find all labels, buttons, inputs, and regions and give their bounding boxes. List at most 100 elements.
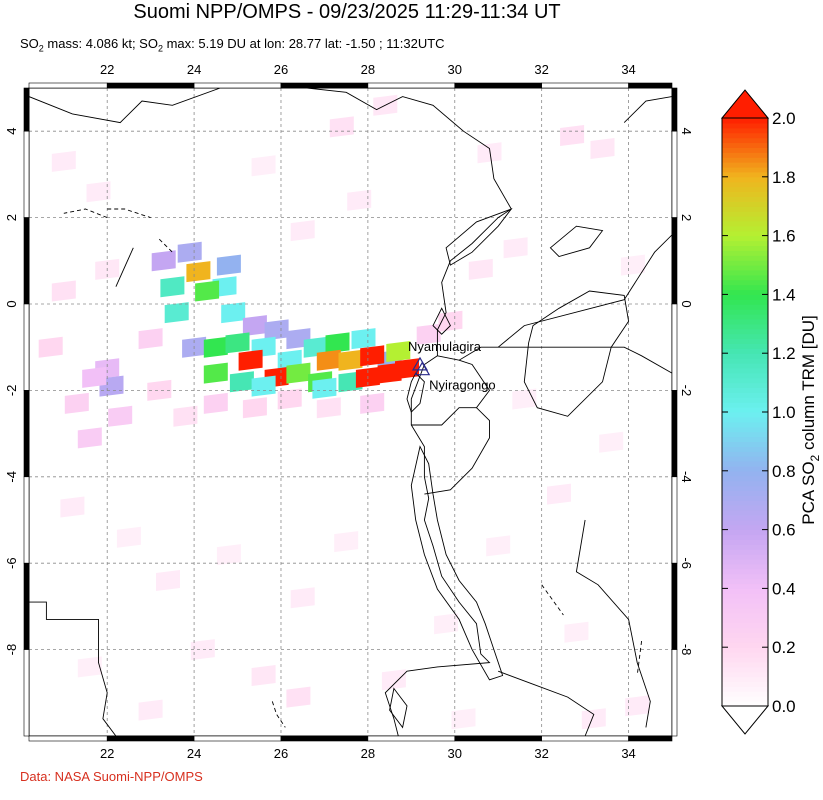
colorbar-band	[722, 661, 768, 668]
colorbar-band	[722, 446, 768, 452]
colorbar-band	[722, 250, 768, 256]
colorbar-band	[722, 421, 768, 428]
so2-pixel	[451, 708, 476, 730]
colorbar-band	[722, 534, 768, 540]
colorbar-tick-label: 1.2	[772, 344, 796, 363]
lon-tick-label-bottom: 26	[274, 746, 288, 761]
colorbar-band	[722, 671, 768, 678]
volcano-markers: Nyamulagira Nyiragongo	[408, 339, 496, 393]
colorbar-band	[722, 686, 768, 692]
colorbar-band	[722, 603, 768, 609]
so2-pixel	[590, 138, 615, 159]
lon-tick-label-top: 22	[100, 62, 114, 77]
colorbar-band	[722, 652, 768, 658]
colorbar-band	[722, 701, 768, 707]
graticule	[29, 88, 672, 736]
colorbar-band	[722, 191, 768, 197]
colorbar-band	[722, 480, 768, 487]
so2-pixel	[190, 639, 215, 661]
colorbar-band	[722, 470, 768, 477]
colorbar-band	[722, 137, 768, 144]
so2-pixel	[503, 237, 528, 259]
colorbar-label-sub: 2	[808, 454, 822, 461]
colorbar-band	[722, 167, 768, 173]
lake-outline	[410, 445, 504, 681]
frame-segment-left	[23, 649, 30, 737]
so2-pixel	[286, 686, 311, 708]
colorbar-band	[722, 358, 768, 364]
so2-pixel	[599, 431, 624, 453]
volcano-triangle-icon	[414, 361, 431, 376]
colorbar-band	[722, 465, 768, 472]
lat-tick-label-right: 2	[679, 214, 694, 221]
so2-pixel	[338, 349, 363, 371]
so2-pixel	[564, 621, 589, 643]
colorbar-band	[722, 524, 768, 531]
river-line	[158, 238, 173, 253]
colorbar-tick-label: 0.8	[772, 462, 796, 481]
river-line	[63, 208, 108, 219]
colorbar-band	[722, 377, 768, 384]
so2-pixel	[381, 669, 406, 691]
so2-pixel	[316, 349, 341, 371]
so2-pixel	[395, 358, 419, 380]
so2-pixel	[156, 570, 180, 591]
so2-pixel	[547, 483, 571, 505]
colorbar-band	[722, 461, 768, 467]
colorbar-band	[722, 627, 768, 634]
so2-pixel	[434, 613, 459, 635]
so2-pixel	[477, 142, 502, 164]
colorbar-band	[722, 583, 768, 589]
so2-pixel	[290, 587, 315, 609]
colorbar-band	[722, 127, 768, 134]
colorbar-band	[722, 201, 768, 207]
so2-pixel	[329, 116, 354, 138]
lat-tick-label-right: 4	[679, 128, 694, 135]
colorbar-band	[722, 230, 768, 237]
so2-pixel	[164, 302, 189, 324]
so2-pixel	[177, 241, 202, 263]
so2-pixel	[116, 526, 141, 548]
map-subtitle: SO2 mass: 4.086 kt; SO2 max: 5.19 DU at …	[20, 36, 445, 57]
colorbar-band	[722, 181, 768, 188]
colorbar-band	[722, 412, 768, 418]
colorbar-band	[722, 529, 768, 536]
colorbar-band	[722, 392, 768, 398]
subtitle-sub2: 2	[157, 43, 163, 54]
lon-tick-label-bottom: 24	[187, 746, 201, 761]
so2-pixel	[138, 328, 163, 350]
colorbar-band	[722, 304, 768, 310]
country-border	[575, 519, 651, 728]
so2-pixel	[238, 349, 263, 371]
colorbar-band	[722, 118, 768, 124]
colorbar-band	[722, 573, 768, 580]
colorbar-band	[722, 451, 768, 457]
frame-segment-top	[628, 82, 673, 89]
colorbar-tick-label: 0.2	[772, 638, 796, 657]
colorbar-band	[722, 363, 768, 369]
colorbar-tick-label: 0.4	[772, 579, 796, 598]
colorbar-band	[722, 519, 768, 526]
colorbar-band	[722, 367, 768, 374]
colorbar-band	[722, 426, 768, 433]
colorbar-label: PCA SO2 column TRM [DU]	[799, 315, 822, 525]
lon-tick-label-bottom: 32	[534, 746, 548, 761]
colorbar-band	[722, 696, 768, 702]
colorbar-label-part1: PCA SO	[799, 461, 818, 524]
lat-tick-label-left: 2	[4, 214, 19, 221]
lake-outline	[523, 290, 630, 417]
colorbar-band	[722, 338, 768, 344]
so2-pixel	[160, 276, 185, 298]
so2-pixel	[51, 150, 76, 172]
colorbar-band	[722, 157, 768, 163]
so2-pixel	[386, 341, 411, 362]
colorbar-band	[722, 343, 768, 349]
volcano-label: Nyiragongo	[429, 378, 496, 393]
colorbar-label-part2: column TRM [DU]	[799, 315, 818, 455]
so2-pixel	[82, 366, 107, 388]
so2-pixel	[186, 261, 211, 283]
colorbar-band	[722, 279, 768, 286]
colorbar-band	[722, 642, 768, 648]
colorbar-band	[722, 323, 768, 330]
so2-pixel	[64, 392, 89, 414]
